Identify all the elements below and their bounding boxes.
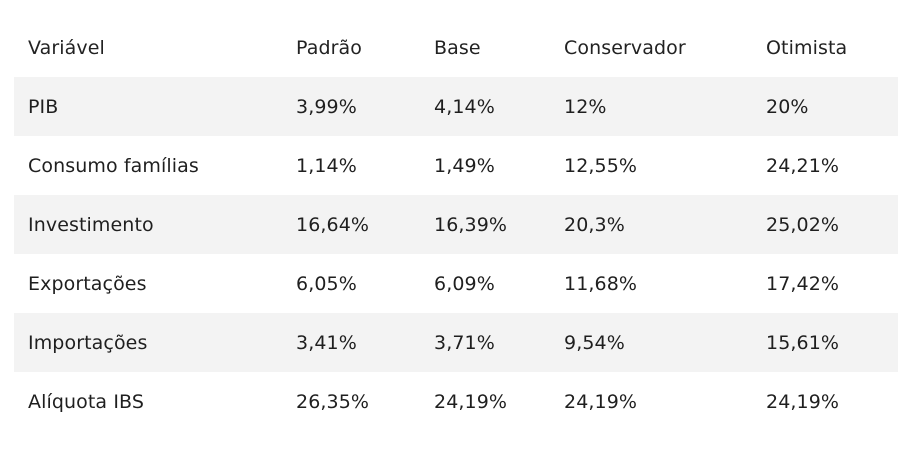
table-header-row: Variável Padrão Base Conservador Otimist… [14,18,898,77]
cell-conservador: 12,55% [564,154,638,177]
header-padrao: Padrão [296,36,362,59]
cell-padrao: 3,99% [296,95,357,118]
cell-otimista: 24,21% [766,154,840,177]
cell-padrao: 16,64% [296,213,370,236]
table-row: Importações 3,41% 3,71% 9,54% 15,61% [14,313,898,372]
table-row: Exportações 6,05% 6,09% 11,68% 17,42% [14,254,898,313]
header-base: Base [434,36,481,59]
cell-padrao: 3,41% [296,331,357,354]
scenario-table: Variável Padrão Base Conservador Otimist… [14,18,898,431]
cell-conservador: 20,3% [564,213,625,236]
row-label: Alíquota IBS [28,390,144,413]
row-label: Exportações [28,272,147,295]
header-variable: Variável [28,36,105,59]
cell-conservador: 11,68% [564,272,638,295]
table-row: Investimento 16,64% 16,39% 20,3% 25,02% [14,195,898,254]
cell-base: 6,09% [434,272,495,295]
cell-base: 1,49% [434,154,495,177]
header-conservador: Conservador [564,36,686,59]
cell-otimista: 24,19% [766,390,840,413]
table-row: Consumo famílias 1,14% 1,49% 12,55% 24,2… [14,136,898,195]
cell-otimista: 25,02% [766,213,840,236]
table-row: Alíquota IBS 26,35% 24,19% 24,19% 24,19% [14,372,898,431]
cell-base: 3,71% [434,331,495,354]
cell-padrao: 1,14% [296,154,357,177]
row-label: Investimento [28,213,154,236]
cell-conservador: 12% [564,95,607,118]
cell-otimista: 15,61% [766,331,840,354]
row-label: PIB [28,95,59,118]
cell-padrao: 6,05% [296,272,357,295]
header-otimista: Otimista [766,36,848,59]
cell-otimista: 17,42% [766,272,840,295]
cell-conservador: 9,54% [564,331,625,354]
cell-padrao: 26,35% [296,390,370,413]
cell-conservador: 24,19% [564,390,638,413]
cell-otimista: 20% [766,95,809,118]
cell-base: 24,19% [434,390,508,413]
row-label: Importações [28,331,148,354]
cell-base: 4,14% [434,95,495,118]
cell-base: 16,39% [434,213,508,236]
row-label: Consumo famílias [28,154,199,177]
table-row: PIB 3,99% 4,14% 12% 20% [14,77,898,136]
